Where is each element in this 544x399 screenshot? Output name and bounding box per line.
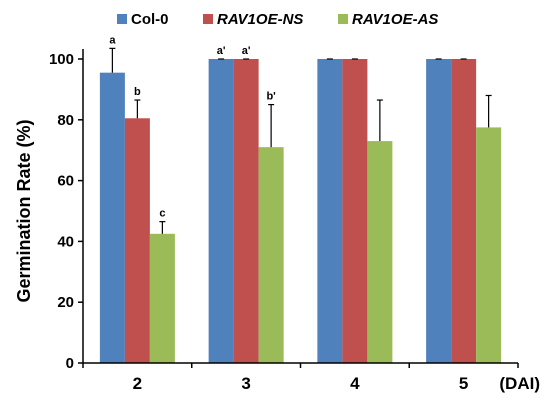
legend-swatch-RAV1OE-AS xyxy=(338,14,348,24)
x-tick-label: 2 xyxy=(133,374,142,393)
bar-Col-0-4 xyxy=(317,59,343,363)
legend-label-RAV1OE-NS: RAV1OE-NS xyxy=(217,11,303,28)
significance-label-RAV1OE-AS-2: c xyxy=(159,208,165,220)
bars-group: a a' b a' c b' xyxy=(99,34,502,364)
bar-RAV1OE-AS-5 xyxy=(476,127,502,364)
legend-swatch-Col-0 xyxy=(117,14,127,24)
y-tick-label: 0 xyxy=(66,355,74,372)
bar-Col-0-3 xyxy=(208,59,234,363)
x-tick-label: 4 xyxy=(350,374,360,393)
y-axis-title: Germination Rate (%) xyxy=(14,119,34,302)
legend-swatch-RAV1OE-NS xyxy=(203,14,213,24)
y-tick-label: 100 xyxy=(49,51,74,68)
bar-RAV1OE-NS-4 xyxy=(342,59,368,363)
y-tick-label: 60 xyxy=(57,173,74,190)
significance-label-RAV1OE-AS-3: b' xyxy=(266,91,276,103)
significance-label-RAV1OE-NS-3: a' xyxy=(242,45,251,57)
bar-RAV1OE-AS-4 xyxy=(367,141,393,363)
axes-group: 0 20 40 60 80 100 2 3 4 5 xyxy=(49,49,519,393)
bar-Col-0-2 xyxy=(99,72,125,364)
bar-RAV1OE-NS-5 xyxy=(451,59,477,363)
x-tick-label: 5 xyxy=(459,374,468,393)
significance-label-RAV1OE-NS-2: b xyxy=(134,86,141,98)
legend-label-RAV1OE-AS: RAV1OE-AS xyxy=(352,11,438,28)
bar-Col-0-5 xyxy=(426,59,452,363)
bar-RAV1OE-AS-3 xyxy=(258,147,284,363)
significance-label-Col-0-3: a' xyxy=(217,45,226,57)
x-tick-label: 3 xyxy=(241,374,250,393)
bar-RAV1OE-AS-2 xyxy=(149,233,175,363)
y-tick-label: 40 xyxy=(57,233,74,250)
y-tick-label: 80 xyxy=(57,112,74,129)
chart-legend: Col-0 RAV1OE-NS RAV1OE-AS xyxy=(117,11,438,28)
y-tick-label: 20 xyxy=(57,294,74,311)
legend-label-Col-0: Col-0 xyxy=(131,11,169,28)
bar-RAV1OE-NS-3 xyxy=(233,59,259,363)
x-axis-unit-label: (DAI) xyxy=(499,374,540,393)
significance-label-Col-0-2: a xyxy=(109,34,116,46)
bar-RAV1OE-NS-2 xyxy=(124,118,150,363)
